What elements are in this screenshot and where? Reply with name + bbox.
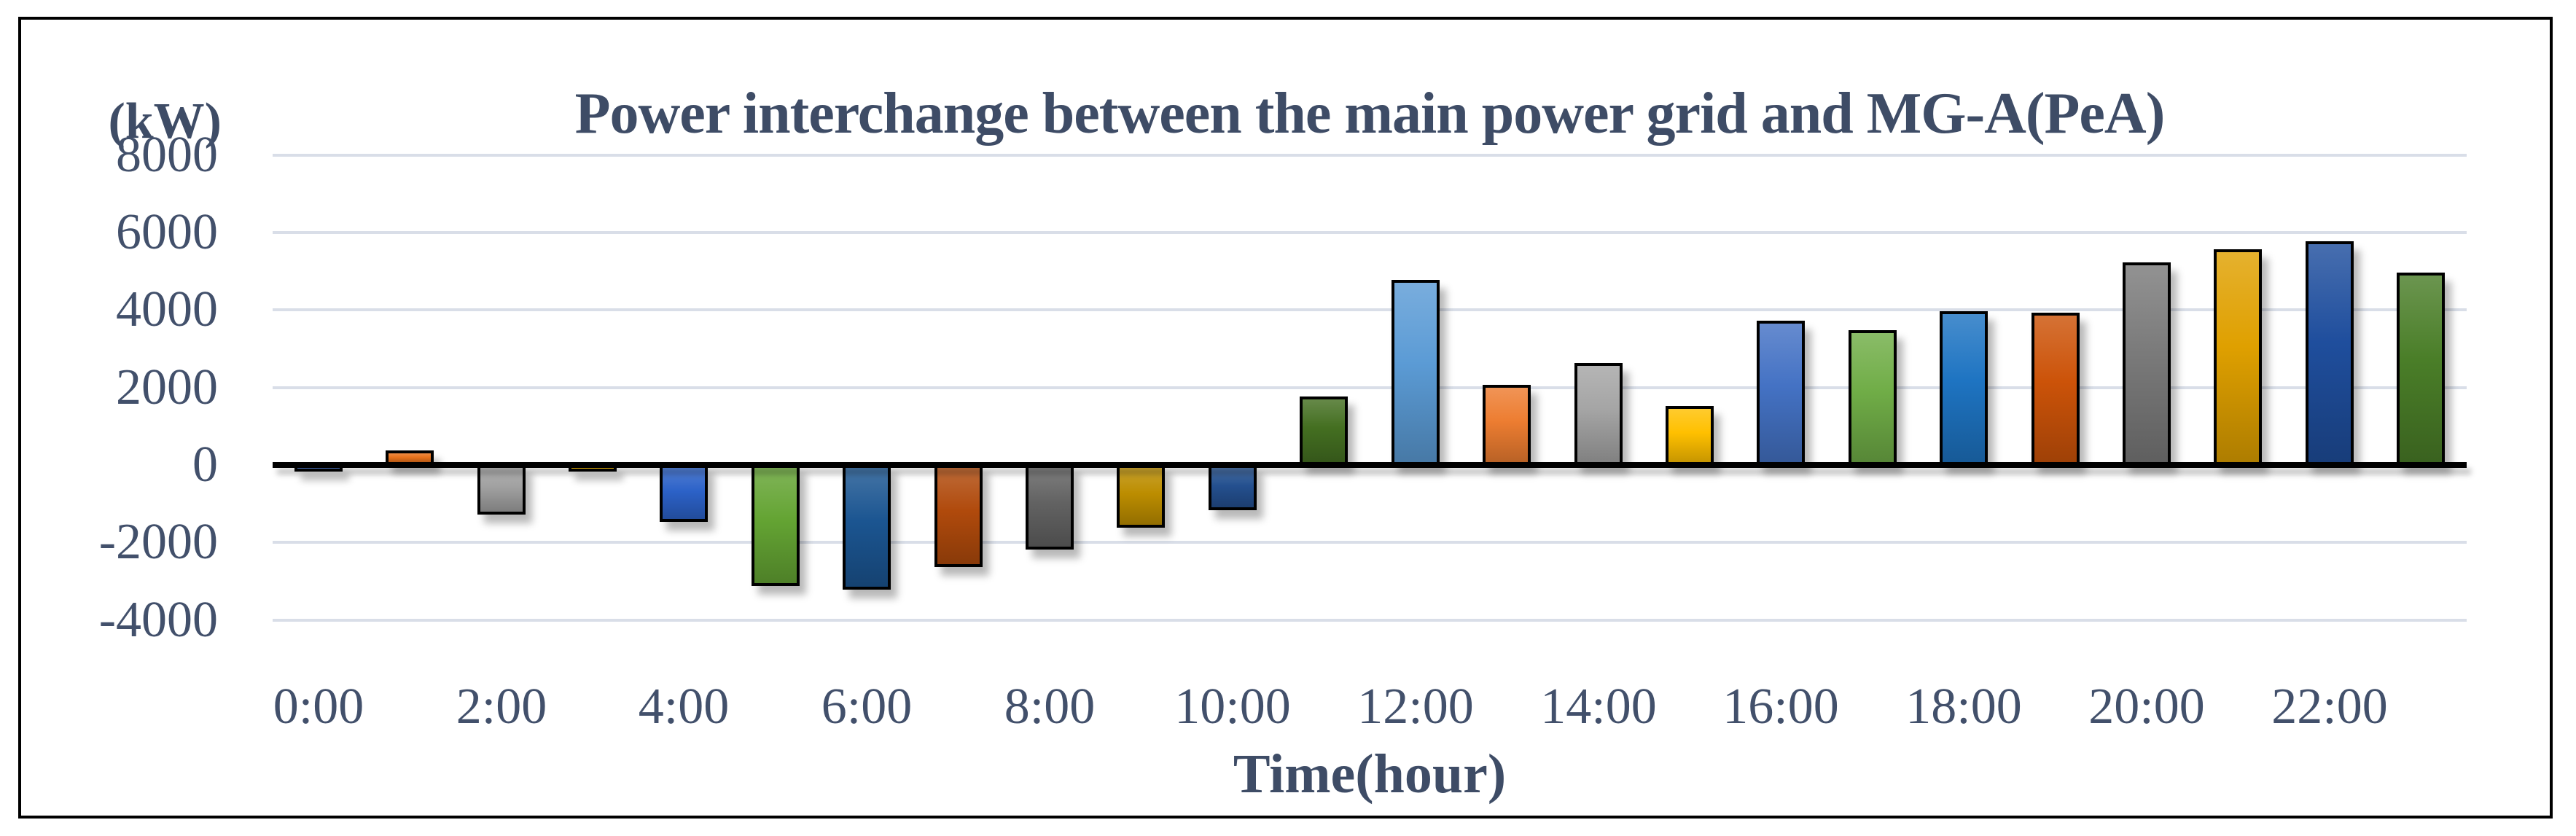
bar-15:00 — [1666, 406, 1714, 465]
x-tick-label-14:00: 14:00 — [1540, 679, 1657, 735]
x-tick-label-22:00: 22:00 — [2271, 679, 2388, 735]
bar-13:00 — [1483, 385, 1531, 465]
bar-9:00 — [1117, 465, 1165, 528]
x-tick-label-0:00: 0:00 — [273, 679, 364, 735]
x-tick-label-2:00: 2:00 — [456, 679, 547, 735]
gridline-8000 — [273, 153, 2467, 157]
x-tick-label-4:00: 4:00 — [638, 679, 730, 735]
y-tick-label-8000: 8000 — [116, 126, 218, 183]
x-tick-label-6:00: 6:00 — [821, 679, 913, 735]
bar-8:00 — [1026, 465, 1074, 550]
bar-5:00 — [752, 465, 800, 586]
x-tick-label-10:00: 10:00 — [1174, 679, 1291, 735]
chart-frame: Power interchange between the main power… — [18, 17, 2553, 819]
x-axis-title: Time(hour) — [1233, 743, 1507, 805]
bar-16:00 — [1757, 321, 1805, 465]
bar-23:00 — [2397, 273, 2445, 465]
bar-17:00 — [1849, 330, 1897, 465]
x-tick-label-8:00: 8:00 — [1004, 679, 1096, 735]
x-tick-label-18:00: 18:00 — [1905, 679, 2022, 735]
bar-2:00 — [477, 465, 526, 515]
bar-10:00 — [1209, 465, 1257, 510]
chart-title: Power interchange between the main power… — [574, 82, 2166, 146]
y-tick-label-2000: 2000 — [116, 359, 218, 415]
x-tick-label-20:00: 20:00 — [2088, 679, 2205, 735]
bar-20:00 — [2123, 262, 2171, 465]
gridline-4000 — [273, 308, 2467, 312]
bar-4:00 — [660, 465, 708, 522]
y-tick-label-0: 0 — [192, 437, 218, 493]
bar-19:00 — [2031, 313, 2080, 465]
y-tick-label--4000: -4000 — [98, 591, 218, 648]
x-tick-label-12:00: 12:00 — [1357, 679, 1474, 735]
y-tick-label--2000: -2000 — [98, 514, 218, 571]
gridline-6000 — [273, 231, 2467, 235]
y-axis-unit-label: (kW) — [108, 93, 222, 149]
gridline-2000 — [273, 386, 2467, 389]
bar-12:00 — [1392, 280, 1440, 465]
y-tick-label-6000: 6000 — [116, 204, 218, 261]
bar-11:00 — [1300, 396, 1348, 465]
x-axis-zero-line — [273, 462, 2467, 468]
gridline--4000 — [273, 618, 2467, 622]
bar-22:00 — [2306, 241, 2354, 465]
bar-14:00 — [1574, 363, 1623, 465]
bar-6:00 — [843, 465, 891, 590]
x-tick-label-16:00: 16:00 — [1722, 679, 1839, 735]
gridline--2000 — [273, 541, 2467, 544]
bar-21:00 — [2214, 249, 2262, 465]
bar-7:00 — [934, 465, 983, 567]
bar-18:00 — [1940, 311, 1988, 465]
y-tick-label-4000: 4000 — [116, 281, 218, 338]
